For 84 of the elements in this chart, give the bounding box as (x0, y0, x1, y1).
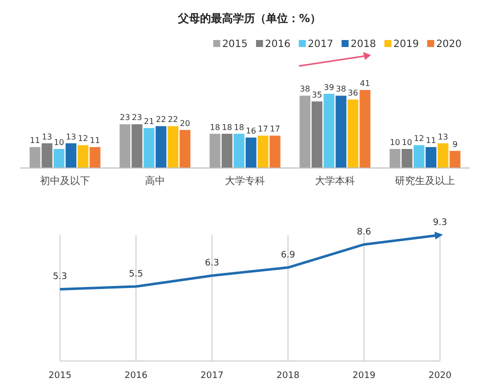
data-label: 9.3 (432, 218, 448, 228)
bar (414, 145, 424, 168)
data-label: 6.9 (280, 250, 296, 261)
bar (54, 148, 64, 168)
x-tick-label: 2020 (428, 371, 452, 381)
bar (120, 124, 130, 168)
data-label: 36 (348, 88, 358, 98)
bar (180, 130, 190, 168)
data-label: 12 (78, 134, 88, 144)
data-label: 10 (54, 138, 64, 147)
data-label: 20 (180, 118, 190, 128)
data-label: 10 (390, 138, 400, 147)
bar (258, 136, 268, 168)
legend-label: 2019 (393, 39, 419, 50)
bar (246, 138, 256, 168)
x-tick-label: 高中 (145, 175, 165, 187)
data-label: 11 (90, 136, 100, 146)
bar (66, 143, 76, 168)
data-label: 5.3 (52, 272, 68, 282)
legend-label: 2017 (308, 39, 334, 50)
bar (156, 126, 166, 168)
legend-label: 2015 (222, 39, 248, 50)
legend-label: 2020 (436, 39, 462, 50)
bar (300, 96, 310, 168)
data-label: 8.6 (356, 227, 372, 238)
data-label: 38 (336, 84, 346, 94)
x-tick-label: 2016 (124, 371, 148, 381)
data-label: 22 (156, 115, 166, 124)
bar (168, 126, 178, 168)
data-label: 5.5 (128, 269, 144, 280)
bar (132, 124, 142, 168)
x-tick-label: 2019 (352, 371, 376, 381)
data-label: 23 (120, 113, 130, 122)
x-tick-label: 大学专科 (225, 175, 265, 187)
bar (336, 96, 346, 168)
data-label: 22 (168, 115, 178, 124)
bar (42, 143, 52, 168)
bar (438, 143, 448, 168)
x-tick-label: 2018 (276, 371, 300, 381)
data-label: 23 (132, 113, 142, 122)
bar (234, 134, 244, 168)
bar (348, 100, 358, 168)
data-label: 21 (144, 117, 154, 126)
x-tick-label: 初中及以下 (40, 175, 90, 187)
chart-title: 父母的最高学历（单位：%） (176, 12, 322, 25)
data-label: 18 (234, 122, 244, 132)
bar (402, 148, 412, 168)
legend-label: 2016 (265, 39, 290, 50)
bar (450, 150, 460, 168)
x-tick-label: 大学本科 (315, 175, 355, 187)
bar (360, 90, 370, 168)
bar (312, 101, 322, 168)
data-label: 12 (414, 134, 424, 144)
bar (426, 147, 436, 168)
bar (144, 128, 154, 168)
data-label: 35 (312, 90, 322, 100)
data-label: 13 (42, 132, 52, 142)
data-label: 11 (30, 136, 40, 146)
x-tick-label: 2015 (48, 371, 72, 381)
data-label: 9 (452, 140, 458, 149)
data-label: 13 (66, 132, 76, 142)
x-tick-label: 2017 (200, 371, 224, 381)
bar (222, 134, 232, 168)
data-label: 16 (246, 126, 256, 136)
bar (210, 134, 220, 168)
legend-label: 2018 (350, 39, 376, 50)
x-tick-label: 研究生及以上 (395, 175, 455, 187)
data-label: 41 (360, 79, 370, 88)
bar (30, 147, 40, 168)
data-label: 38 (300, 84, 310, 94)
data-label: 13 (438, 132, 448, 142)
data-label: 11 (426, 136, 436, 146)
data-label: 10 (402, 138, 412, 147)
bar (390, 148, 400, 168)
bar (324, 94, 334, 168)
data-label: 17 (258, 124, 268, 134)
bar (78, 145, 88, 168)
data-label: 39 (324, 82, 334, 92)
bar (270, 136, 280, 168)
bar (90, 147, 100, 168)
data-label: 6.3 (204, 258, 220, 269)
data-label: 18 (222, 122, 232, 132)
data-label: 17 (270, 124, 280, 134)
data-label: 18 (210, 122, 220, 132)
